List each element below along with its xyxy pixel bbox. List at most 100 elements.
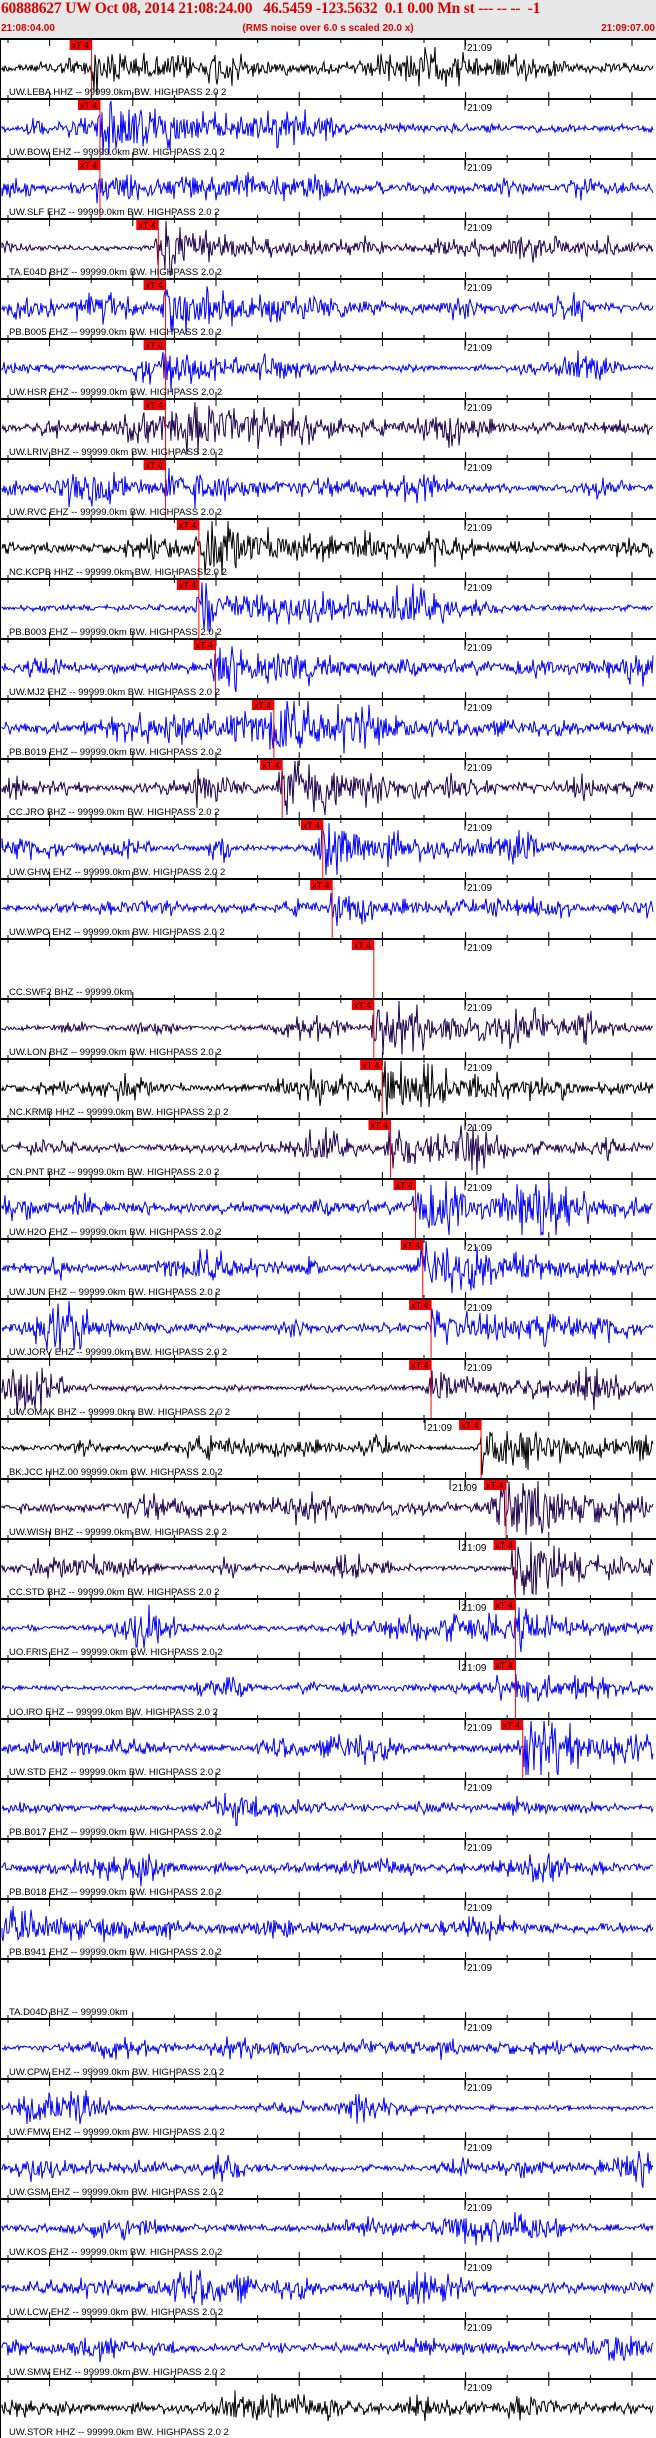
- pick-tag: [143, 280, 166, 290]
- pick-label: xT 4: [503, 1721, 520, 1731]
- station-label: CC.STD BHZ -- 99999.0km BW. HIGHPASS 2.0…: [9, 1587, 219, 1598]
- waveform: [1, 220, 654, 276]
- station-label: CN.PNT BHZ -- 99999.0km BW. HIGHPASS 2.0…: [9, 1167, 219, 1178]
- time-label: 21:09: [467, 1783, 492, 1794]
- waveform: [1, 286, 654, 335]
- panel-separator: [0, 1898, 656, 1900]
- pick-tag: [251, 700, 274, 710]
- pick-label: xT 4: [262, 761, 279, 771]
- station-label: UW.BOW EHZ -- 99999.0km BW. HIGHPASS 2.0…: [9, 147, 225, 158]
- panel-separator: [0, 1778, 656, 1780]
- time-label: 21:09: [461, 1603, 486, 1614]
- waveform: [1, 760, 654, 816]
- waveform: [1, 172, 654, 204]
- panel-separator: [0, 1658, 656, 1660]
- pick-label: xT 4: [80, 101, 97, 111]
- pick-label: xT 4: [146, 341, 163, 351]
- station-label: UW.LEBA HHZ -- 99999.0km BW. HIGHPASS 2.…: [9, 87, 226, 98]
- station-label: UW.H2O EHZ -- 99999.0km BW. HIGHPASS 2.0…: [9, 1227, 222, 1238]
- trace-panel: 21:09 xT 4 UW.LRIV BHZ -- 99999.0km BW. HI…: [0, 392, 656, 459]
- panel-separator: [0, 1538, 656, 1540]
- waveform: [1, 350, 654, 392]
- time-label: 21:09: [461, 1663, 486, 1674]
- pick-tag: [500, 1720, 523, 1730]
- waveform: [1, 1792, 654, 1827]
- waveform: [1, 402, 654, 455]
- waveform: [1, 1125, 654, 1176]
- time-label: 21:09: [467, 163, 492, 174]
- start-time: 21:08:04.00: [1, 23, 55, 34]
- waveform: [1, 46, 654, 96]
- trace-panel: 21:09 xT 4 UW.GHW EHZ -- 99999.0km BW. HIG…: [0, 812, 656, 879]
- station-label: UW.STD EHZ -- 99999.0km BW. HIGHPASS 2.0…: [9, 1767, 221, 1778]
- time-label: 21:09: [467, 1903, 492, 1914]
- pick-label: xT 4: [411, 1361, 428, 1371]
- panel-separator: [0, 938, 656, 940]
- pick-label: xT 4: [354, 941, 371, 951]
- trace-panel: 21:09 xT 4 NC.KCPB HHZ -- 99999.0km BW. HI…: [0, 512, 656, 579]
- pick-label: xT 4: [495, 1661, 512, 1671]
- time-label: 21:09: [452, 1483, 477, 1494]
- pick-label: xT 4: [138, 221, 155, 231]
- waveform: [1, 1674, 654, 1703]
- time-label: 21:09: [467, 43, 492, 54]
- panel-separator: [0, 2198, 656, 2200]
- trace-panel: 21:09 xT 4 UW.SLF EHZ -- 99999.0km BW. HIG…: [0, 152, 656, 219]
- time-label: 21:09: [467, 2143, 492, 2154]
- pick-label: xT 4: [486, 1481, 503, 1491]
- trace-panel: 21:09 UW.CPW EHZ -- 99999.0km BW. HIGHPAS…: [0, 2012, 656, 2078]
- waveform: [1, 582, 654, 632]
- pick-tag: [368, 1120, 391, 1130]
- panel-separator: [0, 758, 656, 760]
- trace-panel: 21:09 xT 4 UW.HSR EHZ -- 99999.0km BW. HIG…: [0, 332, 656, 399]
- waveform: [1, 1431, 654, 1476]
- panel-separator: [0, 278, 656, 280]
- station-label: PB.B005 EHZ -- 99999.0km BW. HIGHPASS 2.…: [9, 327, 222, 338]
- waveform: [1, 2211, 654, 2246]
- panel-separator: [0, 2078, 656, 2080]
- waveform: [1, 646, 654, 693]
- trace-panel: 21:09 xT 4 CC.JRO BHZ -- 99999.0km BW. HIG…: [0, 752, 656, 819]
- pick-tag: [409, 1300, 432, 1310]
- trace-panel: 21:09 xT 4 PB.B005 EHZ -- 99999.0km BW. HI…: [0, 272, 656, 339]
- time-label: 21:09: [467, 1303, 492, 1314]
- pick-label: xT 4: [370, 1121, 387, 1131]
- pick-tag: [493, 1540, 516, 1550]
- station-label: UW.FMW EHZ -- 99999.0km BW. HIGHPASS 2.0…: [9, 2127, 225, 2138]
- station-label: BK.JCC HHZ.00 99999.0km BW. HIGHPASS 2.0…: [9, 1467, 223, 1478]
- left-border: [0, 38, 1, 2438]
- panel-separator: [0, 218, 656, 220]
- panel-separator: [0, 158, 656, 160]
- waveform: [1, 2150, 654, 2188]
- trace-panel: 21:09 TA.D04D BHZ -- 99999.0km: [0, 1952, 656, 2018]
- pick-label: xT 4: [354, 1001, 371, 1011]
- pick-tag: [143, 460, 166, 470]
- pick-tag: [69, 40, 92, 50]
- trace-panel: 21:09 UW.STOR HHZ -- 99999.0km BW. HIGHPA…: [0, 2372, 656, 2438]
- station-label: UW.WPO EHZ -- 99999.0km BW. HIGHPASS 2.0…: [9, 927, 225, 938]
- station-label: UW.JUN EHZ -- 99999.0km BW. HIGHPASS 2.0…: [9, 1287, 221, 1298]
- trace-panel: 21:09 xT 4 UW.LON BHZ -- 99999.0km BW. HIG…: [0, 992, 656, 1059]
- trace-panel: 21:09 xT 4 UW.H2O EHZ -- 99999.0km BW. HIG…: [0, 1172, 656, 1239]
- panel-separator: [0, 2318, 656, 2320]
- pick-tag: [300, 820, 323, 830]
- trace-panel: 21:09 xT 4 UW.JORV EHZ -- 99999.0km BW. HI…: [0, 1292, 656, 1359]
- time-label: 21:09: [467, 2203, 492, 2214]
- panel-separator: [0, 2258, 656, 2260]
- pick-label: xT 4: [362, 1061, 379, 1071]
- panel-separator: [0, 458, 656, 460]
- panel-separator: [0, 1598, 656, 1600]
- time-label: 21:09: [467, 1243, 492, 1254]
- time-label: 21:09: [467, 523, 492, 534]
- time-label: 21:09: [467, 1843, 492, 1854]
- panel-separator: [0, 1358, 656, 1360]
- time-label: 21:09: [467, 2323, 492, 2334]
- trace-panel: 21:09 xT 4 PB.B019 EHZ -- 99999.0km BW. HI…: [0, 692, 656, 759]
- trace-panel: 21:09 xT 4 UW.WPO EHZ -- 99999.0km BW. HIG…: [0, 872, 656, 939]
- panel-separator: [0, 1958, 656, 1960]
- station-label: NC.KRMB HHZ -- 99999.0km BW. HIGHPASS 2.…: [9, 1107, 228, 1118]
- pick-label: xT 4: [146, 401, 163, 411]
- pick-tag: [136, 220, 159, 230]
- panel-separator: [0, 98, 656, 100]
- pick-tag: [393, 1180, 416, 1190]
